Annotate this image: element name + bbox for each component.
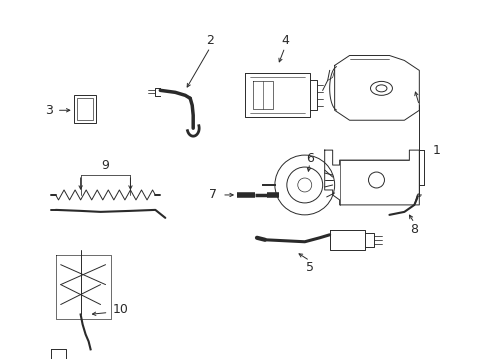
Text: 8: 8: [409, 223, 418, 236]
Text: 4: 4: [280, 34, 288, 47]
Text: 3: 3: [45, 104, 53, 117]
Text: 9: 9: [102, 158, 109, 172]
Text: 2: 2: [206, 34, 214, 47]
Text: 1: 1: [431, 144, 439, 157]
Text: 6: 6: [305, 152, 313, 165]
Text: 5: 5: [305, 261, 313, 274]
Text: 7: 7: [209, 188, 217, 202]
Text: 10: 10: [112, 303, 128, 316]
